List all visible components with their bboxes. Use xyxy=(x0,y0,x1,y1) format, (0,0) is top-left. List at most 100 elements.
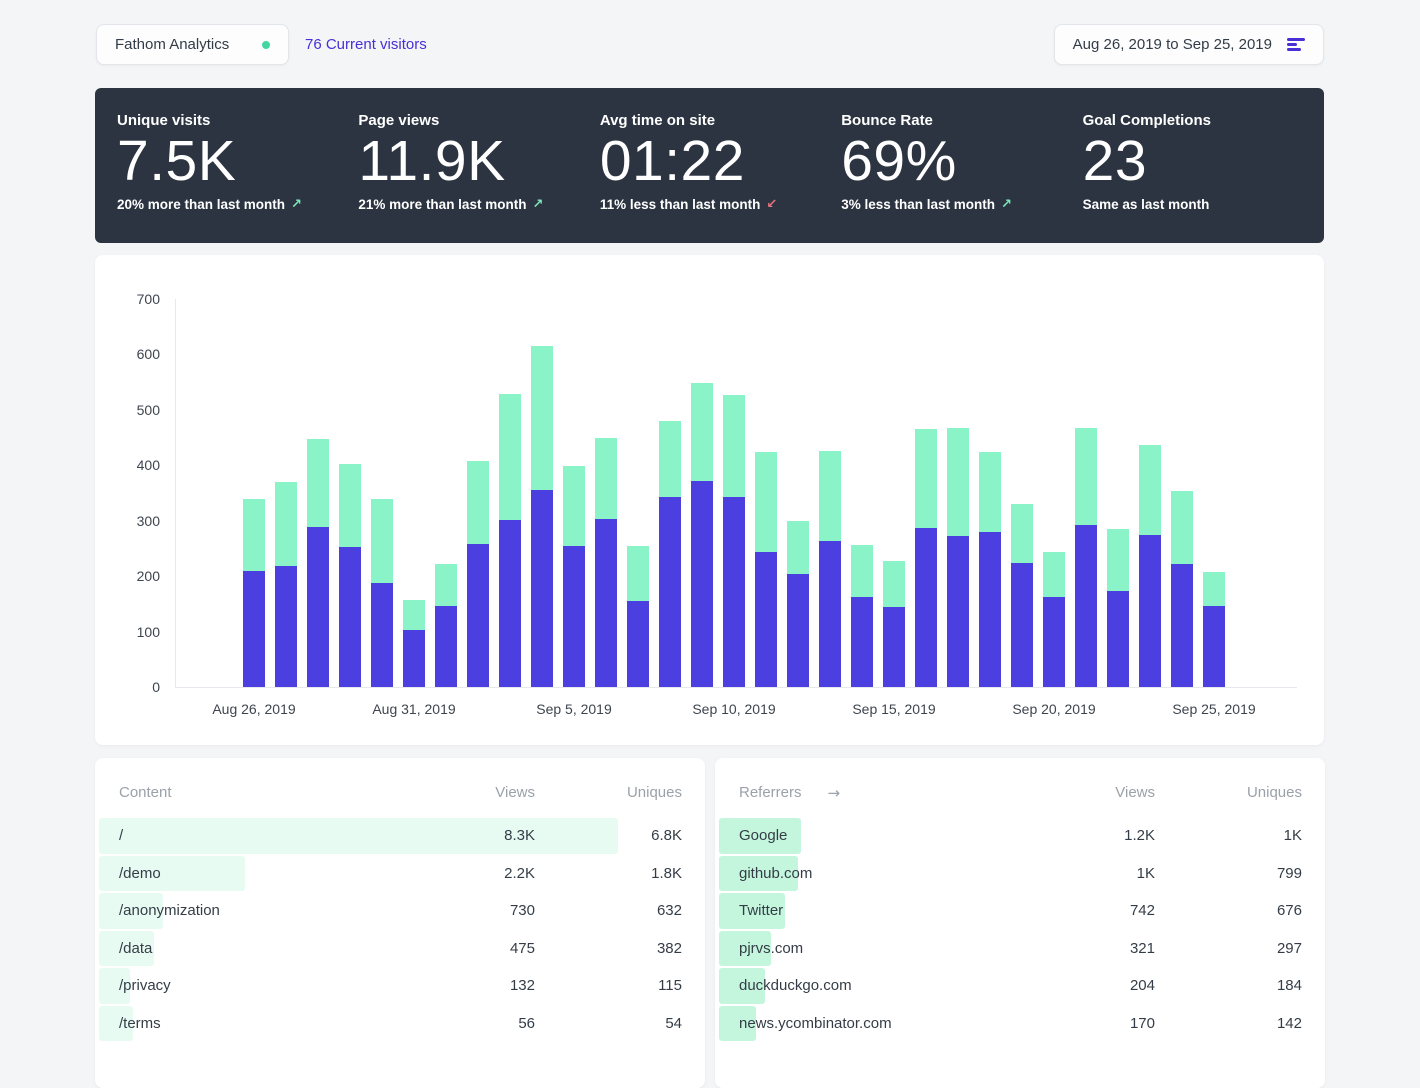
uniques-segment xyxy=(339,547,361,687)
chart-bar-aug-30[interactable] xyxy=(371,498,393,687)
chart-bar-sep-10[interactable] xyxy=(723,394,745,687)
table-row[interactable]: pjrvs.com 321 297 xyxy=(715,930,1325,968)
row-value-bar xyxy=(99,968,130,1004)
chart-bar-sep-7[interactable] xyxy=(627,546,649,687)
stat-delta-text: 11% less than last month xyxy=(599,197,761,212)
row-label: Google xyxy=(739,827,788,845)
views-segment xyxy=(531,345,553,490)
stat-delta-text: 20% more than last month xyxy=(117,197,286,212)
row-uniques: 142 xyxy=(1276,1014,1302,1032)
row-label: /terms xyxy=(119,1014,161,1032)
stat-value: 23 xyxy=(1082,129,1148,193)
table-row[interactable]: /privacy 132 115 xyxy=(95,967,705,1005)
chart-bar-sep-25[interactable] xyxy=(1203,572,1225,687)
chart-bar-aug-27[interactable] xyxy=(275,481,297,687)
views-segment xyxy=(595,437,617,520)
stat-label: Avg time on site xyxy=(599,112,716,129)
stat-value: 69% xyxy=(841,129,957,193)
uniques-segment xyxy=(499,519,521,687)
chart-bar-sep-18[interactable] xyxy=(979,452,1001,687)
y-tick-label: 300 xyxy=(136,512,160,529)
row-label: Twitter xyxy=(739,902,784,920)
date-range-button[interactable]: Aug 26, 2019 to Sep 25, 2019 xyxy=(1053,24,1324,65)
chart-bar-sep-12[interactable] xyxy=(787,520,809,687)
chart-bar-sep-22[interactable] xyxy=(1107,529,1129,687)
stat-delta-text: 21% more than last month xyxy=(358,197,527,212)
stat-label: Page views xyxy=(358,112,440,129)
views-segment xyxy=(307,439,329,528)
y-tick-label: 700 xyxy=(136,291,160,307)
row-label: /privacy xyxy=(119,977,171,995)
x-tick-label: Aug 31, 2019 xyxy=(372,701,456,717)
chart-bar-aug-28[interactable] xyxy=(307,439,329,687)
views-segment xyxy=(691,383,713,482)
table-row[interactable]: news.ycombinator.com 170 142 xyxy=(715,1005,1325,1043)
chart-bar-sep-2[interactable] xyxy=(467,461,489,687)
views-segment xyxy=(1107,529,1129,591)
views-segment xyxy=(627,546,649,601)
row-views: 56 xyxy=(518,1014,535,1032)
row-uniques: 54 xyxy=(665,1014,682,1032)
chart-bar-sep-19[interactable] xyxy=(1011,503,1033,687)
chart-bar-sep-23[interactable] xyxy=(1139,445,1161,687)
row-value-bar xyxy=(99,855,246,891)
uniques-segment xyxy=(755,552,777,687)
chart-bar-sep-17[interactable] xyxy=(947,427,969,687)
views-segment xyxy=(723,394,745,497)
row-label: github.com xyxy=(739,864,813,882)
table-row[interactable]: / 8.3K 6.8K xyxy=(95,817,705,855)
table-row[interactable]: /terms 56 54 xyxy=(95,1005,705,1043)
chart-bar-aug-29[interactable] xyxy=(339,464,361,687)
stat-label: Goal Completions xyxy=(1082,112,1211,129)
chart-bar-sep-21[interactable] xyxy=(1075,428,1097,687)
trend-down-arrow-icon: ↙ xyxy=(766,197,778,212)
content-table-rows: / 8.3K 6.8K/demo 2.2K 1.8K/anonymization 730 6… xyxy=(95,817,705,1042)
chart-bar-sep-11[interactable] xyxy=(755,452,777,687)
chart-bar-sep-3[interactable] xyxy=(499,394,521,687)
referrers-link-arrow-icon[interactable]: → xyxy=(827,784,841,802)
current-visitors-text: 76 Current visitors xyxy=(305,36,427,53)
content-table-card: Content Views Uniques / 8.3K 6.8K/demo 2.2K… xyxy=(95,758,705,1088)
live-status-dot-icon xyxy=(262,40,270,49)
uniques-segment xyxy=(1107,590,1129,687)
stat-avg-time-on-site: Avg time on site 01:22 11% less than las… xyxy=(600,113,841,243)
uniques-segment xyxy=(1075,525,1097,687)
chart-bar-aug-26[interactable] xyxy=(243,498,265,687)
stat-value: 11.9K xyxy=(358,129,506,193)
current-visitors-link[interactable]: 76 Current visitors xyxy=(305,24,427,65)
row-views: 475 xyxy=(509,939,535,957)
table-row[interactable]: /demo 2.2K 1.8K xyxy=(95,855,705,893)
chart-bar-sep-1[interactable] xyxy=(435,563,457,687)
chart-bar-sep-15[interactable] xyxy=(883,560,905,687)
chart-bar-aug-31[interactable] xyxy=(403,600,425,687)
row-views: 8.3K xyxy=(504,827,535,845)
x-axis-line xyxy=(175,687,1297,688)
chart-bar-sep-8[interactable] xyxy=(659,420,681,687)
referrers-table-header: Referrers → Views Uniques xyxy=(715,784,1325,817)
chart-bar-sep-9[interactable] xyxy=(691,383,713,687)
uniques-segment xyxy=(307,527,329,687)
views-segment xyxy=(659,420,681,498)
table-row[interactable]: Twitter 742 676 xyxy=(715,892,1325,930)
views-column-header: Views xyxy=(1115,784,1155,801)
table-row[interactable]: /anonymization 730 632 xyxy=(95,892,705,930)
views-segment xyxy=(979,452,1001,532)
site-selector-button[interactable]: Fathom Analytics xyxy=(96,24,289,65)
table-row[interactable]: github.com 1K 799 xyxy=(715,855,1325,893)
y-tick-label: 200 xyxy=(136,568,160,585)
y-axis-line xyxy=(175,299,176,688)
chart-bar-sep-13[interactable] xyxy=(819,450,841,687)
table-row[interactable]: /data 475 382 xyxy=(95,930,705,968)
chart-bar-sep-4[interactable] xyxy=(531,345,553,687)
row-uniques: 115 xyxy=(658,977,682,995)
chart-bar-sep-5[interactable] xyxy=(563,466,585,687)
uniques-segment xyxy=(819,541,841,687)
chart-bar-sep-24[interactable] xyxy=(1171,490,1193,687)
chart-bar-sep-20[interactable] xyxy=(1043,551,1065,687)
chart-bar-sep-16[interactable] xyxy=(915,428,937,687)
table-row[interactable]: Google 1.2K 1K xyxy=(715,817,1325,855)
uniques-segment xyxy=(1139,534,1161,687)
chart-bar-sep-6[interactable] xyxy=(595,437,617,687)
chart-bar-sep-14[interactable] xyxy=(851,544,873,687)
table-row[interactable]: duckduckgo.com 204 184 xyxy=(715,967,1325,1005)
